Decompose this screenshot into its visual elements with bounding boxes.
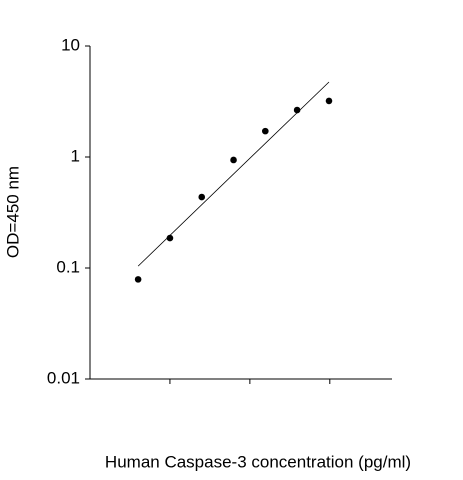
- data-point: [198, 193, 206, 201]
- data-point: [262, 127, 269, 135]
- x-axis-label: Human Caspase-3 concentration (pg/ml): [105, 452, 411, 471]
- y-tick-label: 1: [71, 146, 80, 165]
- y-tick-label: 0.01: [47, 368, 80, 387]
- data-point: [230, 156, 237, 164]
- y-axis-label: OD=450 nm: [3, 166, 22, 258]
- y-tick-label: 10: [61, 35, 80, 54]
- data-point: [166, 234, 174, 242]
- y-tick-label: 0.1: [56, 257, 80, 276]
- data-point: [134, 276, 142, 283]
- data-point: [325, 97, 333, 105]
- data-point: [293, 106, 301, 114]
